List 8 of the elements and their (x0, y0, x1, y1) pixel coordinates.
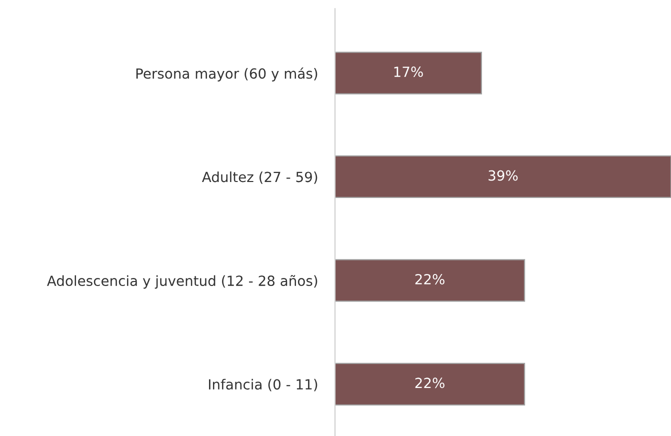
y-tick-label: Adultez (27 - 59) (202, 171, 318, 184)
data-label: 22% (415, 274, 444, 284)
y-tick-label: Adolescencia y juventud (12 - 28 años) (46, 275, 318, 289)
data-label: 39% (488, 170, 518, 181)
y-tick-label: Infancia (0 - 11) (208, 378, 318, 392)
data-label: 22% (415, 378, 444, 388)
y-tick-label: Persona mayor (60 y más) (136, 67, 318, 82)
data-label: 17% (394, 66, 423, 78)
